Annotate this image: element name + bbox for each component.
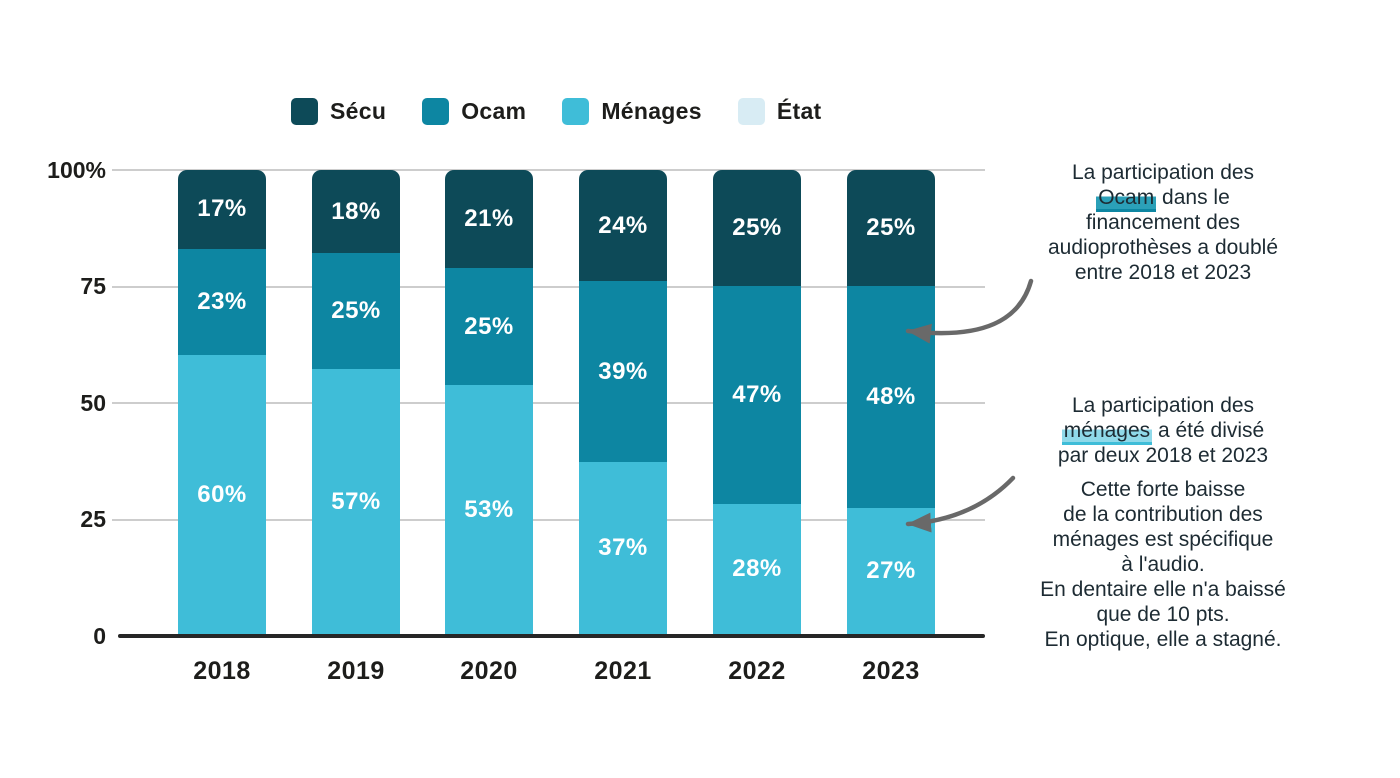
legend-swatch-etat [737,98,765,125]
bar-2022-segment-menages: 28% [713,503,801,634]
x-axis-label-2019: 2019 [327,657,385,685]
bar-2019-segment-ocam: 25% [312,253,400,370]
bar-2021: 24% 39% 37% [579,170,667,636]
bar-2022-ocam-value: 47% [732,380,782,408]
legend-swatch-ocam [422,98,450,125]
bar-2018-segment-secu: 17% [178,170,266,249]
legend-item-secu: Sécu [291,98,386,125]
bar-2018: 17% 23% 60% [178,170,266,636]
x-axis-line [118,634,985,638]
legend-label-etat: État [776,98,822,124]
legend-item-menages: Ménages [562,98,702,125]
bar-2023-menages-value: 27% [866,557,916,585]
bar-2018-segment-menages: 60% [178,355,266,634]
gridline-25 [112,518,985,521]
bar-2019: 18% 25% 57% [312,170,400,636]
bar-2020-segment-menages: 53% [445,385,533,634]
y-axis-label-100: 100% [47,157,106,183]
annotation-ocam-text: La participation des Ocam dans le financem… [1047,161,1278,284]
bar-2023-segment-ocam: 48% [847,285,935,509]
y-axis-label-0: 0 [93,623,106,649]
bar-2020-segment-ocam: 25% [445,268,533,386]
bar-2023-segment-menages: 27% [847,508,935,634]
bar-2019-segment-secu: 18% [312,170,400,254]
bar-2023-segment-secu: 25% [847,170,935,286]
x-axis-label-2018: 2018 [193,657,251,685]
bar-2020-segment-secu: 21% [445,170,533,269]
bar-2021-ocam-value: 39% [598,357,648,385]
bar-2021-secu-value: 24% [598,211,648,239]
y-axis-label-50: 50 [80,390,106,416]
bar-2018-segment-ocam: 23% [178,248,266,356]
y-axis-label-75: 75 [80,273,106,299]
bar-2020-menages-value: 53% [464,495,514,523]
x-axis-label-2022: 2022 [728,657,786,685]
highlighted-word-ocam: Ocam [1096,186,1157,212]
bar-2020-ocam-value: 25% [464,312,514,340]
bar-2019-ocam-value: 25% [331,297,381,325]
bar-2021-segment-menages: 37% [579,462,667,634]
gridline-75 [112,285,985,288]
bar-2023-secu-value: 25% [866,213,916,241]
bar-2019-segment-menages: 57% [312,369,400,634]
x-axis-label-2021: 2021 [594,657,652,685]
legend-item-ocam: Ocam [422,98,526,125]
bar-2022-segment-ocam: 47% [713,285,801,504]
gridline-100 [112,169,985,171]
bar-2021-menages-value: 37% [598,533,648,561]
legend-label-secu: Sécu [330,98,387,124]
bar-2020: 21% 25% 53% [445,170,533,636]
bar-2023-ocam-value: 48% [866,383,916,411]
bar-2023: 25% 48% 27% [847,170,935,636]
bar-2022: 25% 47% 28% [713,170,801,636]
legend-label-menages: Ménages [601,98,702,124]
bar-2019-secu-value: 18% [331,197,381,225]
legend-label-ocam: Ocam [461,98,527,124]
annotation-menages-text: La participation des ménages a été divisé… [1057,394,1269,467]
gridline-50 [112,402,985,404]
legend-swatch-secu [291,98,318,125]
bar-2022-menages-value: 28% [732,554,782,582]
legend-swatch-menages [562,98,590,125]
bar-2019-menages-value: 57% [331,487,381,515]
bar-2018-menages-value: 60% [197,480,247,508]
chart-legend: Sécu Ocam Ménages État [291,98,822,125]
y-axis-label-25: 25 [80,506,106,532]
annotation-menages-detail-text: Cette forte baisse de la contribution des… [1040,478,1286,651]
bar-2021-segment-ocam: 39% [579,281,667,463]
annotation-ocam: La participation des Ocam dans le financem… [990,160,1336,294]
annotation-menages: La participation des ménages a été divisé… [990,393,1336,661]
highlighted-word-menages: ménages [1061,419,1153,445]
bar-2021-segment-secu: 24% [579,170,667,282]
bar-2018-secu-value: 17% [197,195,247,223]
legend-item-etat: État [737,98,822,125]
bar-2018-ocam-value: 23% [197,288,247,316]
bar-2022-secu-value: 25% [732,213,782,241]
bar-2020-secu-value: 21% [464,205,514,233]
x-axis-label-2023: 2023 [862,657,920,685]
x-axis-label-2020: 2020 [460,657,518,685]
bar-2022-segment-secu: 25% [713,170,801,286]
